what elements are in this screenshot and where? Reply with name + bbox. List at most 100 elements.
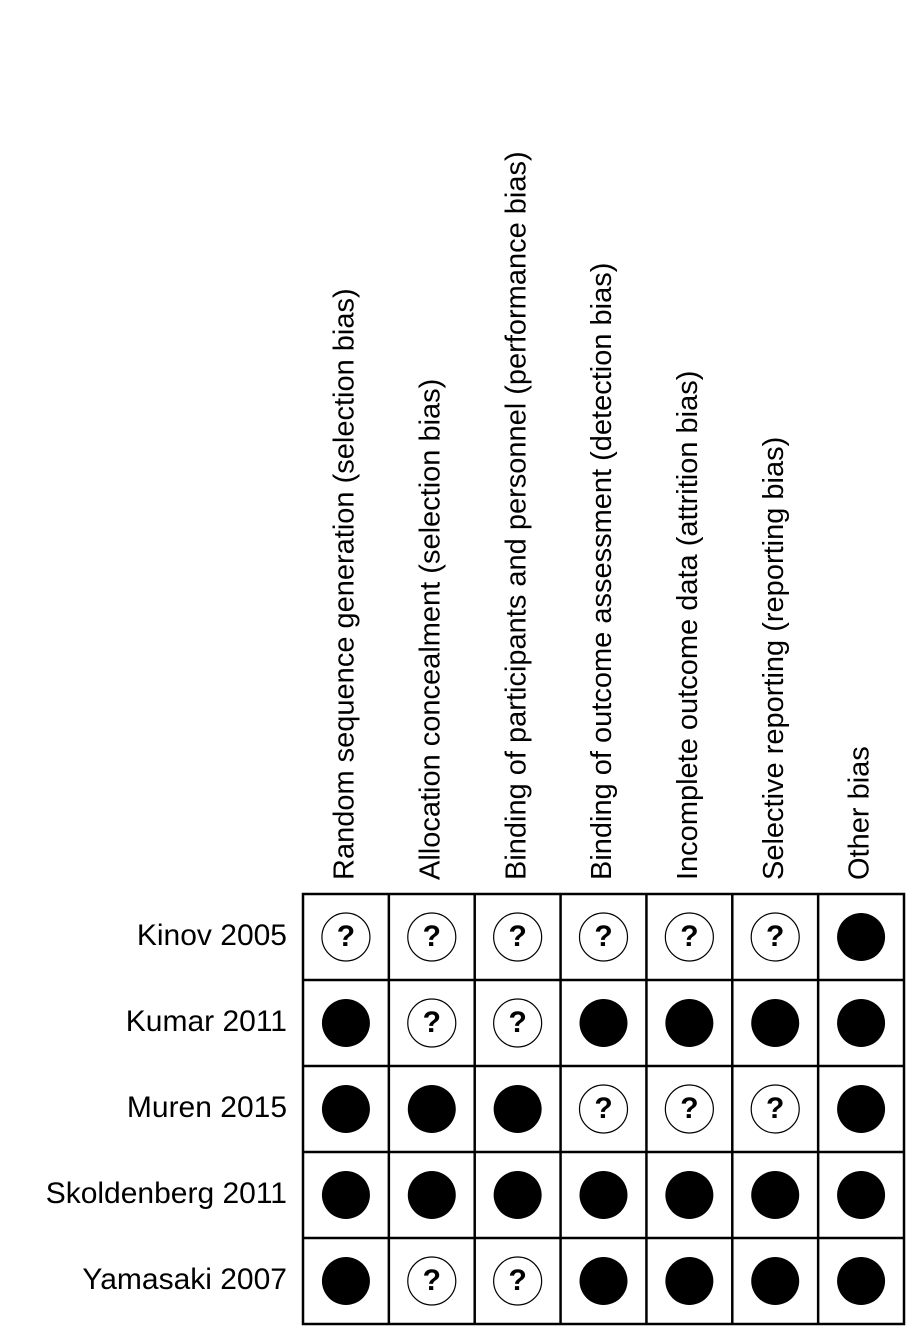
bias-mark-filled bbox=[579, 1171, 628, 1219]
filled-circle-icon bbox=[321, 1257, 370, 1305]
bias-mark-unclear: ? bbox=[578, 1084, 629, 1134]
filled-circle-icon bbox=[321, 1171, 370, 1219]
filled-circle-icon bbox=[665, 1257, 714, 1305]
unclear-circle-icon bbox=[321, 912, 371, 962]
bias-mark-unclear: ? bbox=[664, 912, 714, 962]
filled-circle-icon bbox=[493, 1171, 542, 1219]
filled-circle-icon bbox=[837, 913, 886, 961]
column-header-5: Incomplete outcome data (attrition bias) bbox=[672, 371, 704, 880]
bias-mark-unclear: ? bbox=[407, 1256, 457, 1306]
bias-mark-filled bbox=[321, 1257, 370, 1305]
study-label: Kinov 2005 bbox=[137, 919, 287, 952]
filled-circle-icon bbox=[493, 1085, 542, 1133]
bias-mark-filled bbox=[751, 1171, 800, 1219]
study-label: Yamasaki 2007 bbox=[82, 1263, 287, 1296]
unclear-symbol: ? bbox=[680, 1092, 698, 1125]
unclear-symbol: ? bbox=[766, 920, 784, 953]
filled-circle-icon bbox=[579, 1171, 628, 1219]
bias-mark-filled bbox=[751, 1257, 800, 1305]
filled-circle-icon bbox=[407, 1171, 456, 1219]
column-header-4: Binding of outcome assessment (detection… bbox=[586, 263, 618, 880]
grid-border bbox=[301, 892, 906, 1326]
filled-circle-icon bbox=[321, 999, 370, 1047]
bias-mark-unclear: ? bbox=[407, 998, 457, 1048]
unclear-symbol: ? bbox=[680, 920, 698, 953]
bias-mark-filled bbox=[493, 1171, 542, 1219]
bias-mark-filled bbox=[837, 1257, 886, 1305]
column-header-1: Random sequence generation (selection bi… bbox=[329, 288, 361, 880]
bias-mark-filled bbox=[837, 999, 886, 1047]
unclear-circle-icon bbox=[407, 1256, 457, 1306]
bias-mark-filled bbox=[321, 1171, 370, 1219]
bias-mark-filled bbox=[579, 999, 628, 1047]
bias-mark-unclear: ? bbox=[493, 998, 543, 1048]
bias-mark-unclear: ? bbox=[750, 912, 800, 962]
unclear-circle-icon bbox=[407, 998, 457, 1048]
unclear-circle-icon bbox=[664, 1084, 714, 1134]
unclear-circle-icon bbox=[578, 912, 629, 962]
filled-circle-icon bbox=[579, 1257, 628, 1305]
filled-circle-icon bbox=[407, 1085, 456, 1133]
column-header-6: Selective reporting (reporting bias) bbox=[758, 437, 790, 880]
unclear-circle-icon bbox=[493, 998, 543, 1048]
bias-mark-filled bbox=[665, 1171, 714, 1219]
bias-mark-unclear: ? bbox=[493, 912, 543, 962]
unclear-symbol: ? bbox=[508, 1264, 526, 1297]
column-headers: Random sequence generation (selection bi… bbox=[329, 151, 876, 880]
bias-mark-filled bbox=[837, 1085, 886, 1133]
bias-mark-unclear: ? bbox=[578, 912, 629, 962]
bias-mark-unclear: ? bbox=[407, 912, 457, 962]
bias-mark-unclear: ? bbox=[321, 912, 371, 962]
filled-circle-icon bbox=[665, 999, 714, 1047]
unclear-symbol: ? bbox=[594, 920, 612, 953]
unclear-symbol: ? bbox=[508, 1006, 526, 1039]
filled-circle-icon bbox=[837, 1257, 886, 1305]
unclear-circle-icon bbox=[750, 912, 800, 962]
column-header-2: Allocation concealment (selection bias) bbox=[414, 379, 446, 880]
filled-circle-icon bbox=[751, 1171, 800, 1219]
unclear-symbol: ? bbox=[594, 1092, 612, 1125]
unclear-circle-icon bbox=[407, 912, 457, 962]
bias-mark-filled bbox=[837, 913, 886, 961]
unclear-symbol: ? bbox=[337, 920, 355, 953]
bias-mark-filled bbox=[321, 1085, 370, 1133]
filled-circle-icon bbox=[751, 1257, 800, 1305]
filled-circle-icon bbox=[751, 999, 800, 1047]
bias-mark-unclear: ? bbox=[750, 1084, 800, 1134]
bias-mark-filled bbox=[837, 1171, 886, 1219]
unclear-circle-icon bbox=[750, 1084, 800, 1134]
unclear-symbol: ? bbox=[508, 920, 526, 953]
bias-mark-filled bbox=[321, 999, 370, 1047]
column-header-3: Binding of participants and personnel (p… bbox=[500, 151, 532, 880]
unclear-symbol: ? bbox=[423, 1264, 441, 1297]
bias-mark-filled bbox=[665, 1257, 714, 1305]
bias-mark-filled bbox=[751, 999, 800, 1047]
bias-mark-unclear: ? bbox=[493, 1256, 543, 1306]
filled-circle-icon bbox=[665, 1171, 714, 1219]
filled-circle-icon bbox=[579, 999, 628, 1047]
unclear-circle-icon bbox=[493, 1256, 543, 1306]
bias-mark-filled bbox=[493, 1085, 542, 1133]
bias-mark-filled bbox=[407, 1085, 456, 1133]
unclear-circle-icon bbox=[664, 912, 714, 962]
filled-circle-icon bbox=[837, 1171, 886, 1219]
bias-mark-filled bbox=[665, 999, 714, 1047]
study-label: Skoldenberg 2011 bbox=[46, 1177, 287, 1210]
unclear-symbol: ? bbox=[423, 920, 441, 953]
study-label: Muren 2015 bbox=[127, 1091, 287, 1124]
filled-circle-icon bbox=[321, 1085, 370, 1133]
bias-marks: ????????????? bbox=[321, 912, 886, 1306]
unclear-circle-icon bbox=[578, 1084, 629, 1134]
row-labels: Kinov 2005 Kumar 2011 Muren 2015 Skoldenber… bbox=[46, 919, 287, 1296]
study-label: Kumar 2011 bbox=[126, 1005, 287, 1038]
unclear-symbol: ? bbox=[766, 1092, 784, 1125]
column-header-7: Other bias bbox=[844, 746, 876, 880]
bias-mark-unclear: ? bbox=[664, 1084, 714, 1134]
bias-mark-filled bbox=[579, 1257, 628, 1305]
unclear-symbol: ? bbox=[423, 1006, 441, 1039]
unclear-circle-icon bbox=[493, 912, 543, 962]
filled-circle-icon bbox=[837, 1085, 886, 1133]
bias-grid bbox=[301, 892, 906, 1326]
bias-mark-filled bbox=[407, 1171, 456, 1219]
